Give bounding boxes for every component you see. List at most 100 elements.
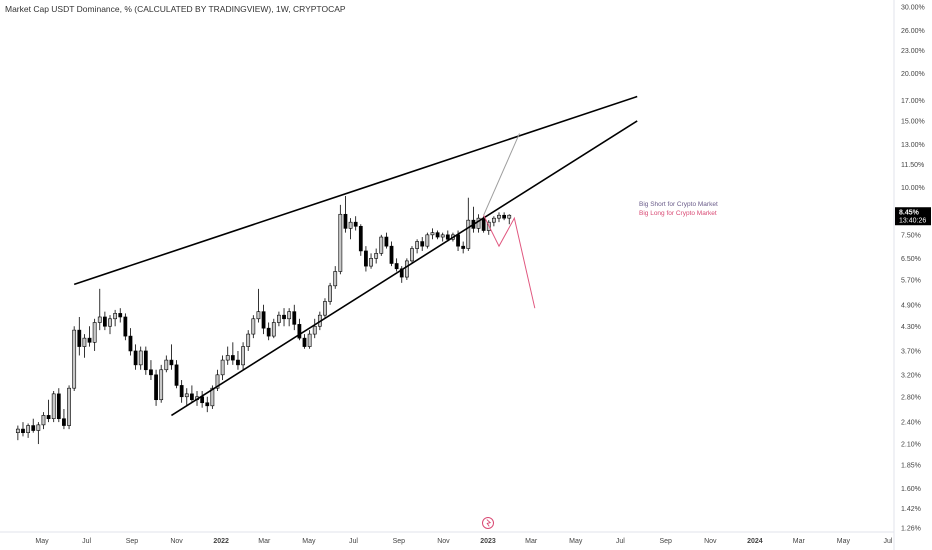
candle-body — [62, 418, 66, 426]
candle-body — [261, 311, 266, 329]
price-tick-label: 1.26% — [901, 526, 921, 533]
candle-body — [72, 329, 77, 389]
time-tick-label: May — [302, 538, 316, 545]
candle-body — [179, 385, 184, 398]
candle-body — [430, 232, 435, 236]
candle-body — [287, 311, 292, 320]
candle-body — [108, 318, 112, 327]
tradingview-logo-icon[interactable] — [482, 517, 494, 529]
candle-body — [292, 311, 297, 325]
time-tick-label: 2023 — [480, 538, 496, 545]
price-tick-label: 4.90% — [901, 302, 921, 309]
candle-body — [384, 236, 389, 247]
candle-body — [389, 245, 394, 264]
candle-body — [425, 234, 430, 247]
drawings-layer — [73, 95, 638, 417]
time-tick-label: Sep — [126, 538, 139, 545]
candle-body — [164, 359, 169, 371]
candle-body — [82, 337, 87, 347]
candle-body — [466, 219, 471, 249]
candle-body — [364, 250, 368, 267]
price-tick-label: 23.00% — [901, 48, 925, 55]
candle-body — [312, 325, 317, 335]
candle-body — [435, 232, 440, 238]
candle-body — [159, 369, 164, 401]
price-tick-label: 2.80% — [901, 394, 921, 401]
candle-body — [174, 364, 179, 386]
price-tick-label: 2.10% — [901, 442, 921, 449]
candle-body — [328, 285, 332, 302]
candle-body — [343, 213, 348, 229]
candle-body — [420, 241, 425, 247]
candle-body — [87, 337, 92, 343]
price-tick-label: 11.50% — [901, 162, 924, 169]
price-tick-label: 5.70% — [901, 277, 921, 284]
candle-body — [225, 355, 230, 361]
candle-body — [323, 301, 327, 316]
candle-body — [256, 311, 261, 320]
price-tick-label: 3.70% — [901, 348, 921, 355]
candle-body — [220, 359, 225, 376]
time-tick-label: Jul — [616, 538, 625, 545]
time-tick-label: Mar — [258, 538, 271, 545]
candle-body — [67, 387, 71, 426]
last-price-value: 8.45% — [899, 210, 920, 217]
candle-body — [102, 316, 107, 327]
candle-body — [456, 234, 460, 247]
price-tick-label: 15.00% — [901, 118, 925, 125]
candle-body — [200, 396, 205, 404]
last-price-badge: 8.45%13:40:26 — [895, 207, 931, 226]
price-tick-label: 1.85% — [901, 462, 921, 469]
annotation-long: Big Long for Crypto Market — [639, 210, 717, 217]
candle-body — [230, 355, 235, 361]
candle-body — [353, 221, 358, 227]
last-price-badge-bg — [895, 207, 931, 226]
price-tick-label: 30.00% — [901, 5, 925, 12]
candle-body — [184, 393, 189, 398]
candle-body — [246, 333, 251, 347]
time-tick-label: Mar — [525, 538, 538, 545]
price-axis[interactable]: 30.00% 26.00% 23.00% 20.00% 17.00% 15.00% 13.0… — [901, 5, 925, 533]
price-tick-label: 26.00% — [901, 28, 925, 35]
upper-trendline — [73, 95, 638, 286]
time-axis[interactable]: May Jul Sep Nov 2022 Mar May Jul Sep Nov 2023 Mar Ma… — [35, 538, 893, 545]
time-tick-label: May — [569, 538, 583, 545]
candle-body — [399, 268, 404, 278]
candle-body — [138, 350, 143, 366]
price-tick-label: 20.00% — [901, 71, 925, 78]
candle-body — [497, 214, 501, 219]
time-tick-label: Nov — [437, 538, 450, 545]
price-tick-label: 17.00% — [901, 98, 925, 105]
price-tick-label: 7.50% — [901, 232, 921, 239]
candle-body — [97, 316, 102, 323]
chart-title: Market Cap USDT Dominance, % (CALCULATED… — [5, 4, 346, 14]
candle-body — [251, 318, 256, 335]
candle-body — [241, 346, 245, 366]
price-tick-label: 1.60% — [901, 486, 921, 493]
short-scenario-path — [483, 133, 520, 216]
candle-body — [404, 260, 409, 278]
candle-body — [21, 428, 25, 434]
candle-body — [277, 314, 281, 323]
candle-body — [143, 350, 148, 371]
candle-body — [149, 369, 153, 376]
price-tick-label: 3.20% — [901, 372, 921, 379]
candle-body — [15, 428, 20, 434]
candle-body — [118, 313, 123, 318]
candle-body — [348, 221, 353, 229]
candle-body — [476, 217, 481, 229]
candle-body — [282, 314, 286, 320]
candle-body — [440, 234, 445, 238]
candle-body — [51, 393, 56, 420]
bar-countdown: 13:40:26 — [899, 218, 926, 225]
candle-body — [297, 324, 302, 339]
candle-body — [123, 316, 128, 337]
candle-body — [369, 258, 373, 267]
price-tick-label: 13.00% — [901, 142, 925, 149]
candle-body — [461, 245, 466, 249]
candle-body — [410, 248, 414, 262]
candle-body — [56, 393, 61, 420]
candle-body — [190, 393, 194, 401]
time-tick-label: Jul — [349, 538, 358, 545]
